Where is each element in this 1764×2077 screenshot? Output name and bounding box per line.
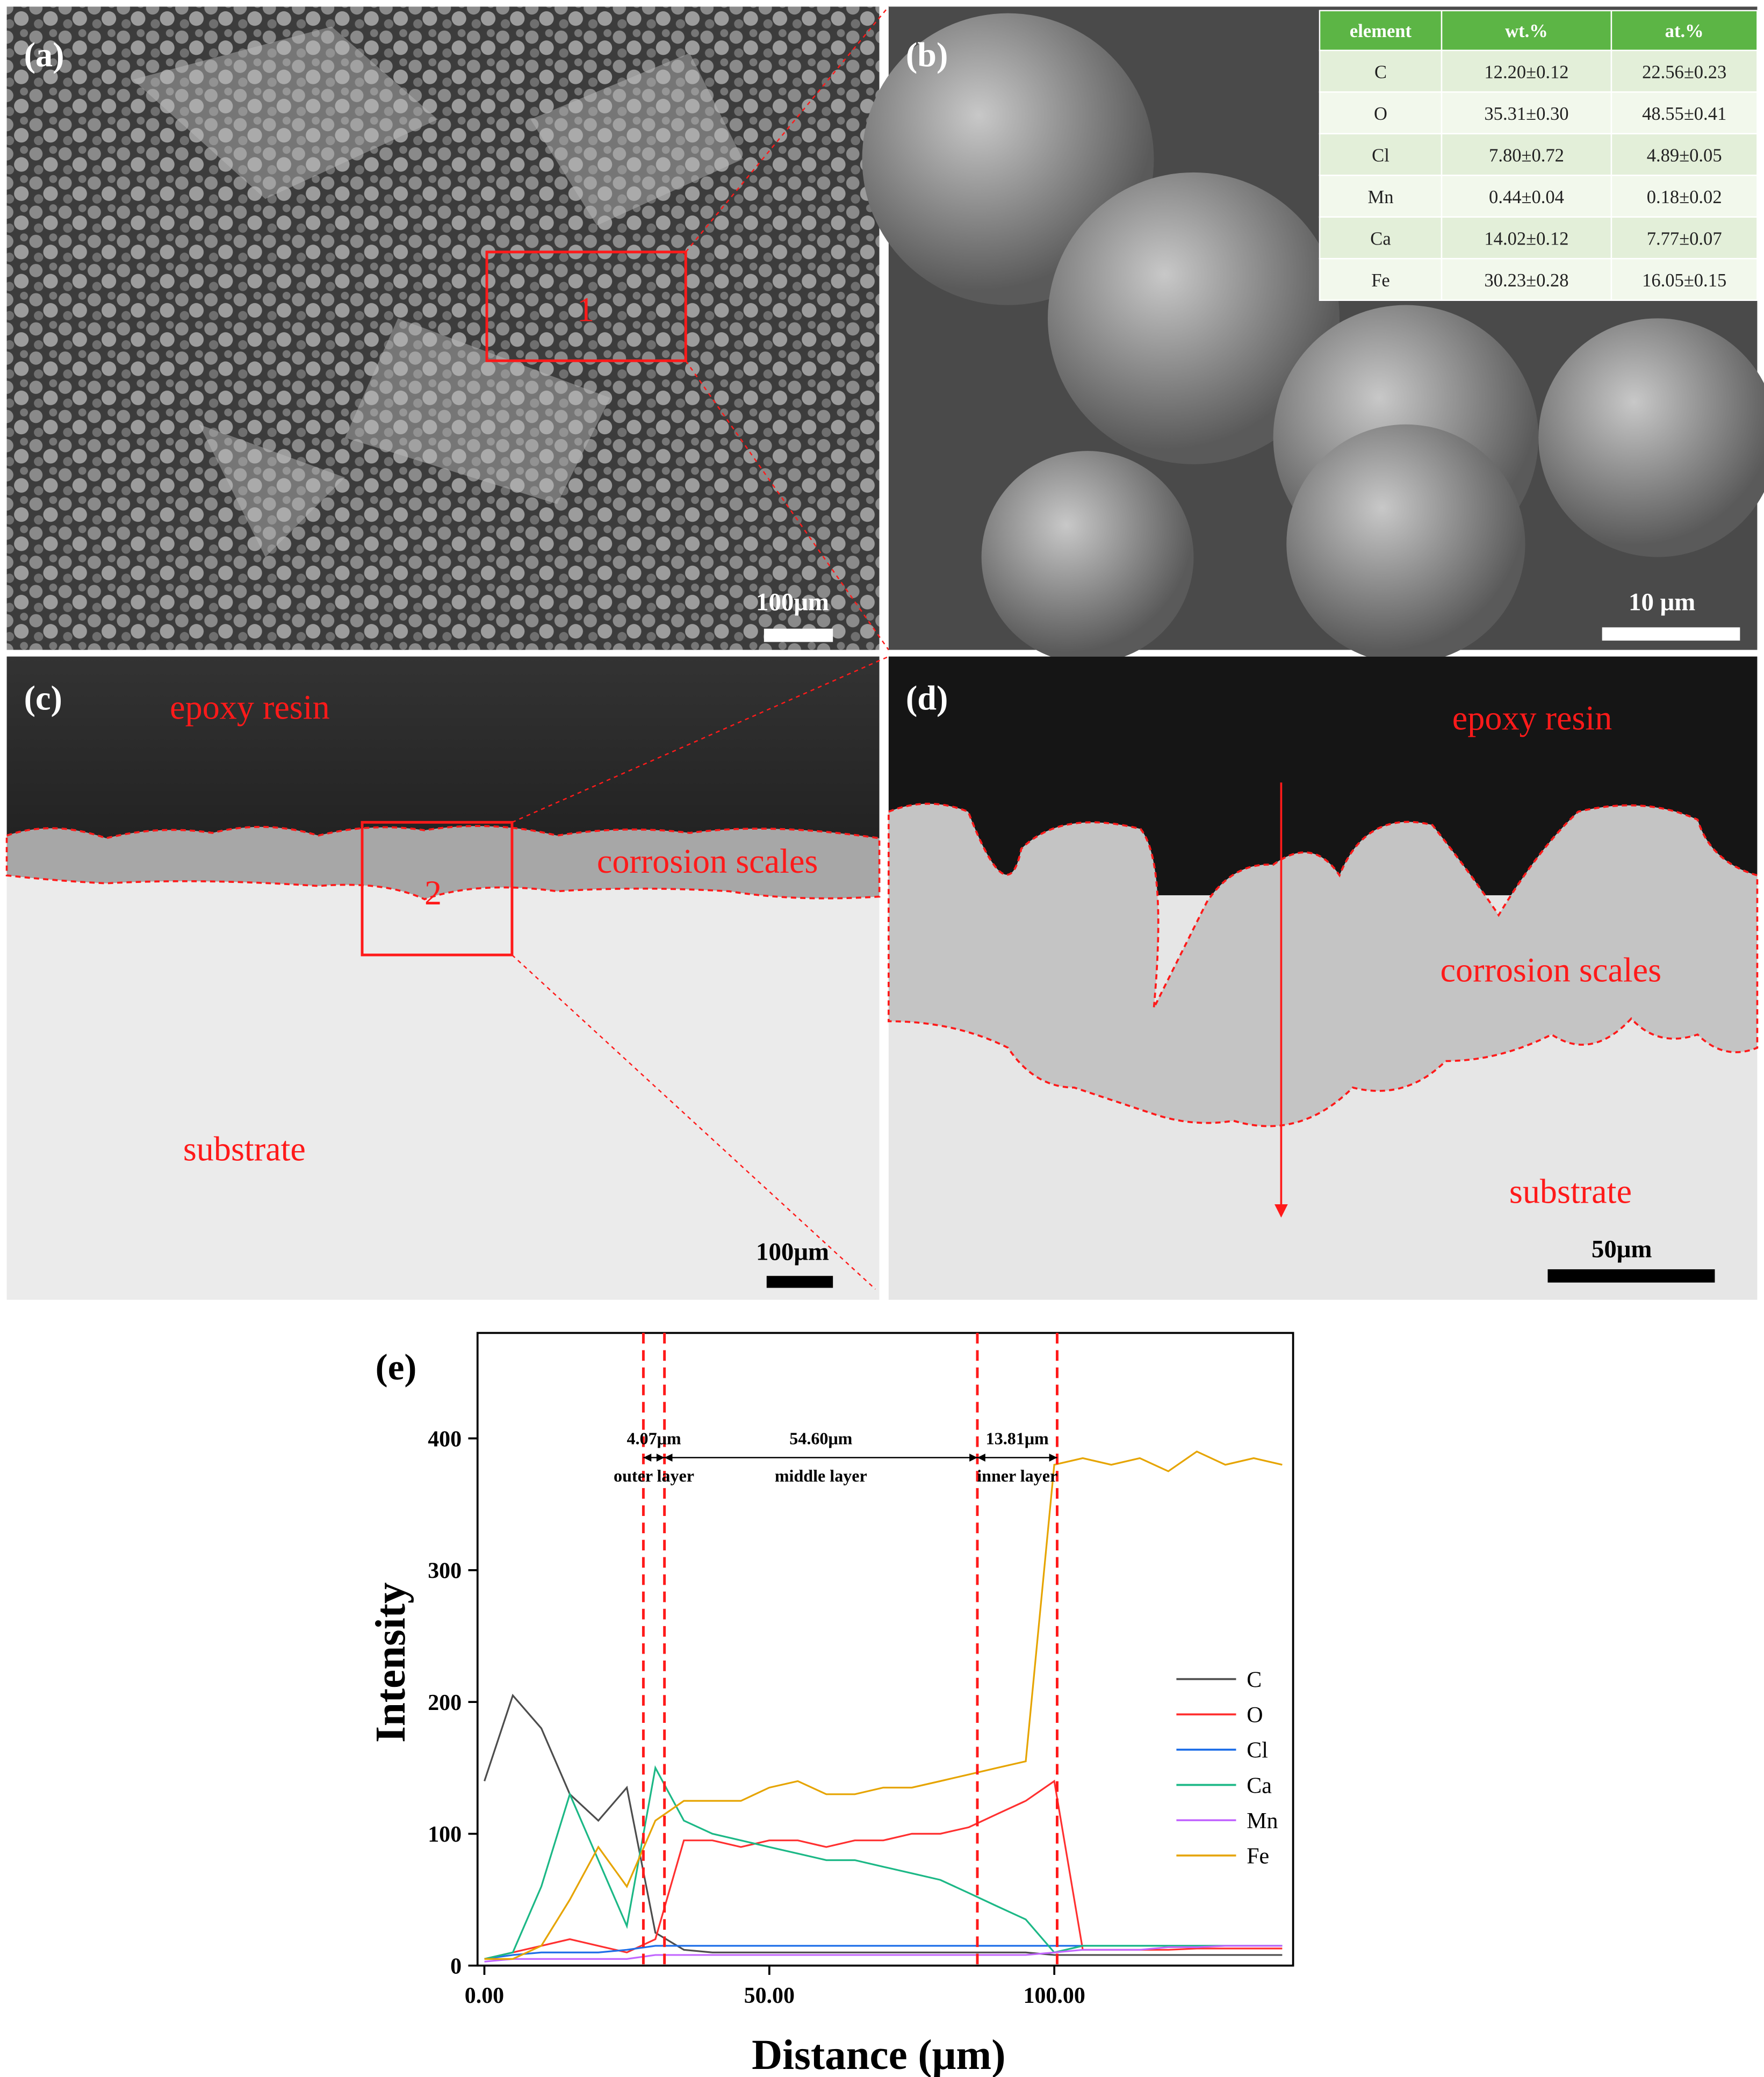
x-tick-label: 50.00 — [744, 1983, 795, 2008]
layer-thickness: 54.60μm — [789, 1429, 852, 1448]
layer-label: corrosion scales — [597, 842, 818, 880]
cell — [1319, 91, 1443, 135]
cell — [1441, 216, 1612, 260]
layer-label: epoxy resin — [170, 688, 330, 727]
cell — [1319, 216, 1443, 260]
cell-text: 4.89±0.05 — [1647, 146, 1722, 166]
panel-label: (a) — [24, 35, 64, 74]
cell — [1610, 258, 1758, 301]
layer-thickness: 13.81μm — [986, 1429, 1049, 1448]
cell-text: 16.05±0.15 — [1642, 270, 1726, 291]
header-text: at.% — [1665, 21, 1704, 41]
legend-label: C — [1247, 1668, 1262, 1692]
region-label: 2 — [424, 874, 442, 912]
cell — [1610, 91, 1758, 135]
plot-frame — [476, 1332, 1294, 1967]
legend-label: O — [1247, 1703, 1263, 1728]
cell — [1441, 133, 1612, 176]
cell-text: 30.23±0.28 — [1484, 270, 1568, 291]
arrow-head — [643, 1454, 665, 1462]
layer-label: substrate — [183, 1130, 306, 1168]
scale-text: 50μm — [1592, 1235, 1652, 1263]
cell — [1319, 258, 1443, 301]
legend-label: Cl — [1247, 1738, 1268, 1763]
cell-text: Fe — [1371, 270, 1390, 291]
x-tick-label: 100.00 — [1024, 1983, 1085, 2008]
header-cell — [1610, 10, 1758, 52]
scale-text: 100μm — [756, 1238, 829, 1266]
series-line — [484, 1693, 1283, 1956]
panel-a: 1 (a) 100μm — [6, 6, 889, 651]
layer-thickness: 4.07μm — [627, 1429, 681, 1448]
region-label: 1 — [577, 290, 594, 328]
y-tick-label: 200 — [428, 1691, 462, 1715]
x-tick-label: 0.00 — [465, 1983, 504, 2008]
cell-text: 22.56±0.23 — [1642, 62, 1726, 83]
legend-label: Mn — [1247, 1809, 1278, 1834]
series-line — [484, 1779, 1283, 1960]
series-line — [484, 1450, 1283, 1960]
cell-text: 35.31±0.30 — [1484, 104, 1568, 124]
y-tick-label: 400 — [428, 1427, 462, 1451]
scale-bar — [764, 628, 833, 642]
layer-label: epoxy resin — [1452, 699, 1612, 737]
layer-name: middle layer — [775, 1466, 867, 1485]
layer-label: substrate — [1509, 1173, 1632, 1211]
layer-label: corrosion scales — [1441, 951, 1662, 989]
cell-text: C — [1374, 62, 1387, 83]
cell — [1441, 49, 1612, 93]
cell-text: Cl — [1372, 146, 1389, 166]
cell-text: 48.55±0.41 — [1642, 104, 1726, 124]
header-text: element — [1350, 21, 1412, 41]
scale-text: 100μm — [756, 588, 829, 616]
layer-name: outer layer — [614, 1466, 694, 1485]
line-chart: (e) 0 100 200 300 400 0.00 50.00 100.00 Distance… — [368, 1332, 1294, 2077]
cell — [1610, 49, 1758, 93]
cell-text: Ca — [1370, 229, 1391, 249]
cell-text: 0.44±0.04 — [1489, 187, 1564, 207]
cell-text: 7.77±0.07 — [1647, 229, 1722, 249]
cell-text: 0.18±0.02 — [1647, 187, 1722, 207]
panel-b: element wt.% at.% C 12.20±0.12 22.56±0.23 O 35.… — [862, 6, 1764, 664]
y-axis-label: Intensity — [368, 1583, 414, 1743]
y-tick-label: 0 — [450, 1954, 462, 1979]
cell-text: 7.80±0.72 — [1489, 146, 1564, 166]
panel-label: (c) — [24, 679, 62, 717]
cell — [1319, 133, 1443, 176]
cell-text: 12.20±0.12 — [1484, 62, 1568, 83]
cell — [1610, 175, 1758, 218]
legend-label: Ca — [1247, 1773, 1272, 1798]
scale-text: 10 μm — [1629, 588, 1695, 616]
panel-c: (c) epoxy resin corrosion scales 2 subst… — [5, 656, 889, 1300]
panel-label: (b) — [906, 35, 948, 74]
y-tick-label: 300 — [428, 1559, 462, 1584]
x-axis-label: Distance (μm) — [752, 2032, 1005, 2077]
cell-text: O — [1374, 104, 1387, 124]
series-line — [484, 1945, 1283, 1963]
legend-label: Fe — [1247, 1844, 1269, 1869]
series-line — [484, 1765, 1283, 1960]
cell — [1610, 216, 1758, 260]
cell — [1319, 175, 1443, 218]
cell — [1441, 175, 1612, 218]
scale-bar — [1547, 1269, 1715, 1283]
cell-text: Mn — [1367, 187, 1393, 207]
panel-label: (d) — [906, 679, 948, 717]
layer-name: inner layer — [977, 1466, 1057, 1485]
panel-label: (e) — [376, 1346, 417, 1388]
panel-d: (d) epoxy resin corrosion scales substra… — [887, 656, 1759, 1300]
header-text: wt.% — [1505, 21, 1548, 41]
eds-table: element wt.% at.% C 12.20±0.12 22.56±0.23 O 35.… — [1319, 10, 1758, 301]
cell-text: 14.02±0.12 — [1484, 229, 1568, 249]
y-tick-label: 100 — [428, 1822, 462, 1847]
scale-bar — [766, 1276, 833, 1288]
scale-bar — [1602, 627, 1740, 641]
